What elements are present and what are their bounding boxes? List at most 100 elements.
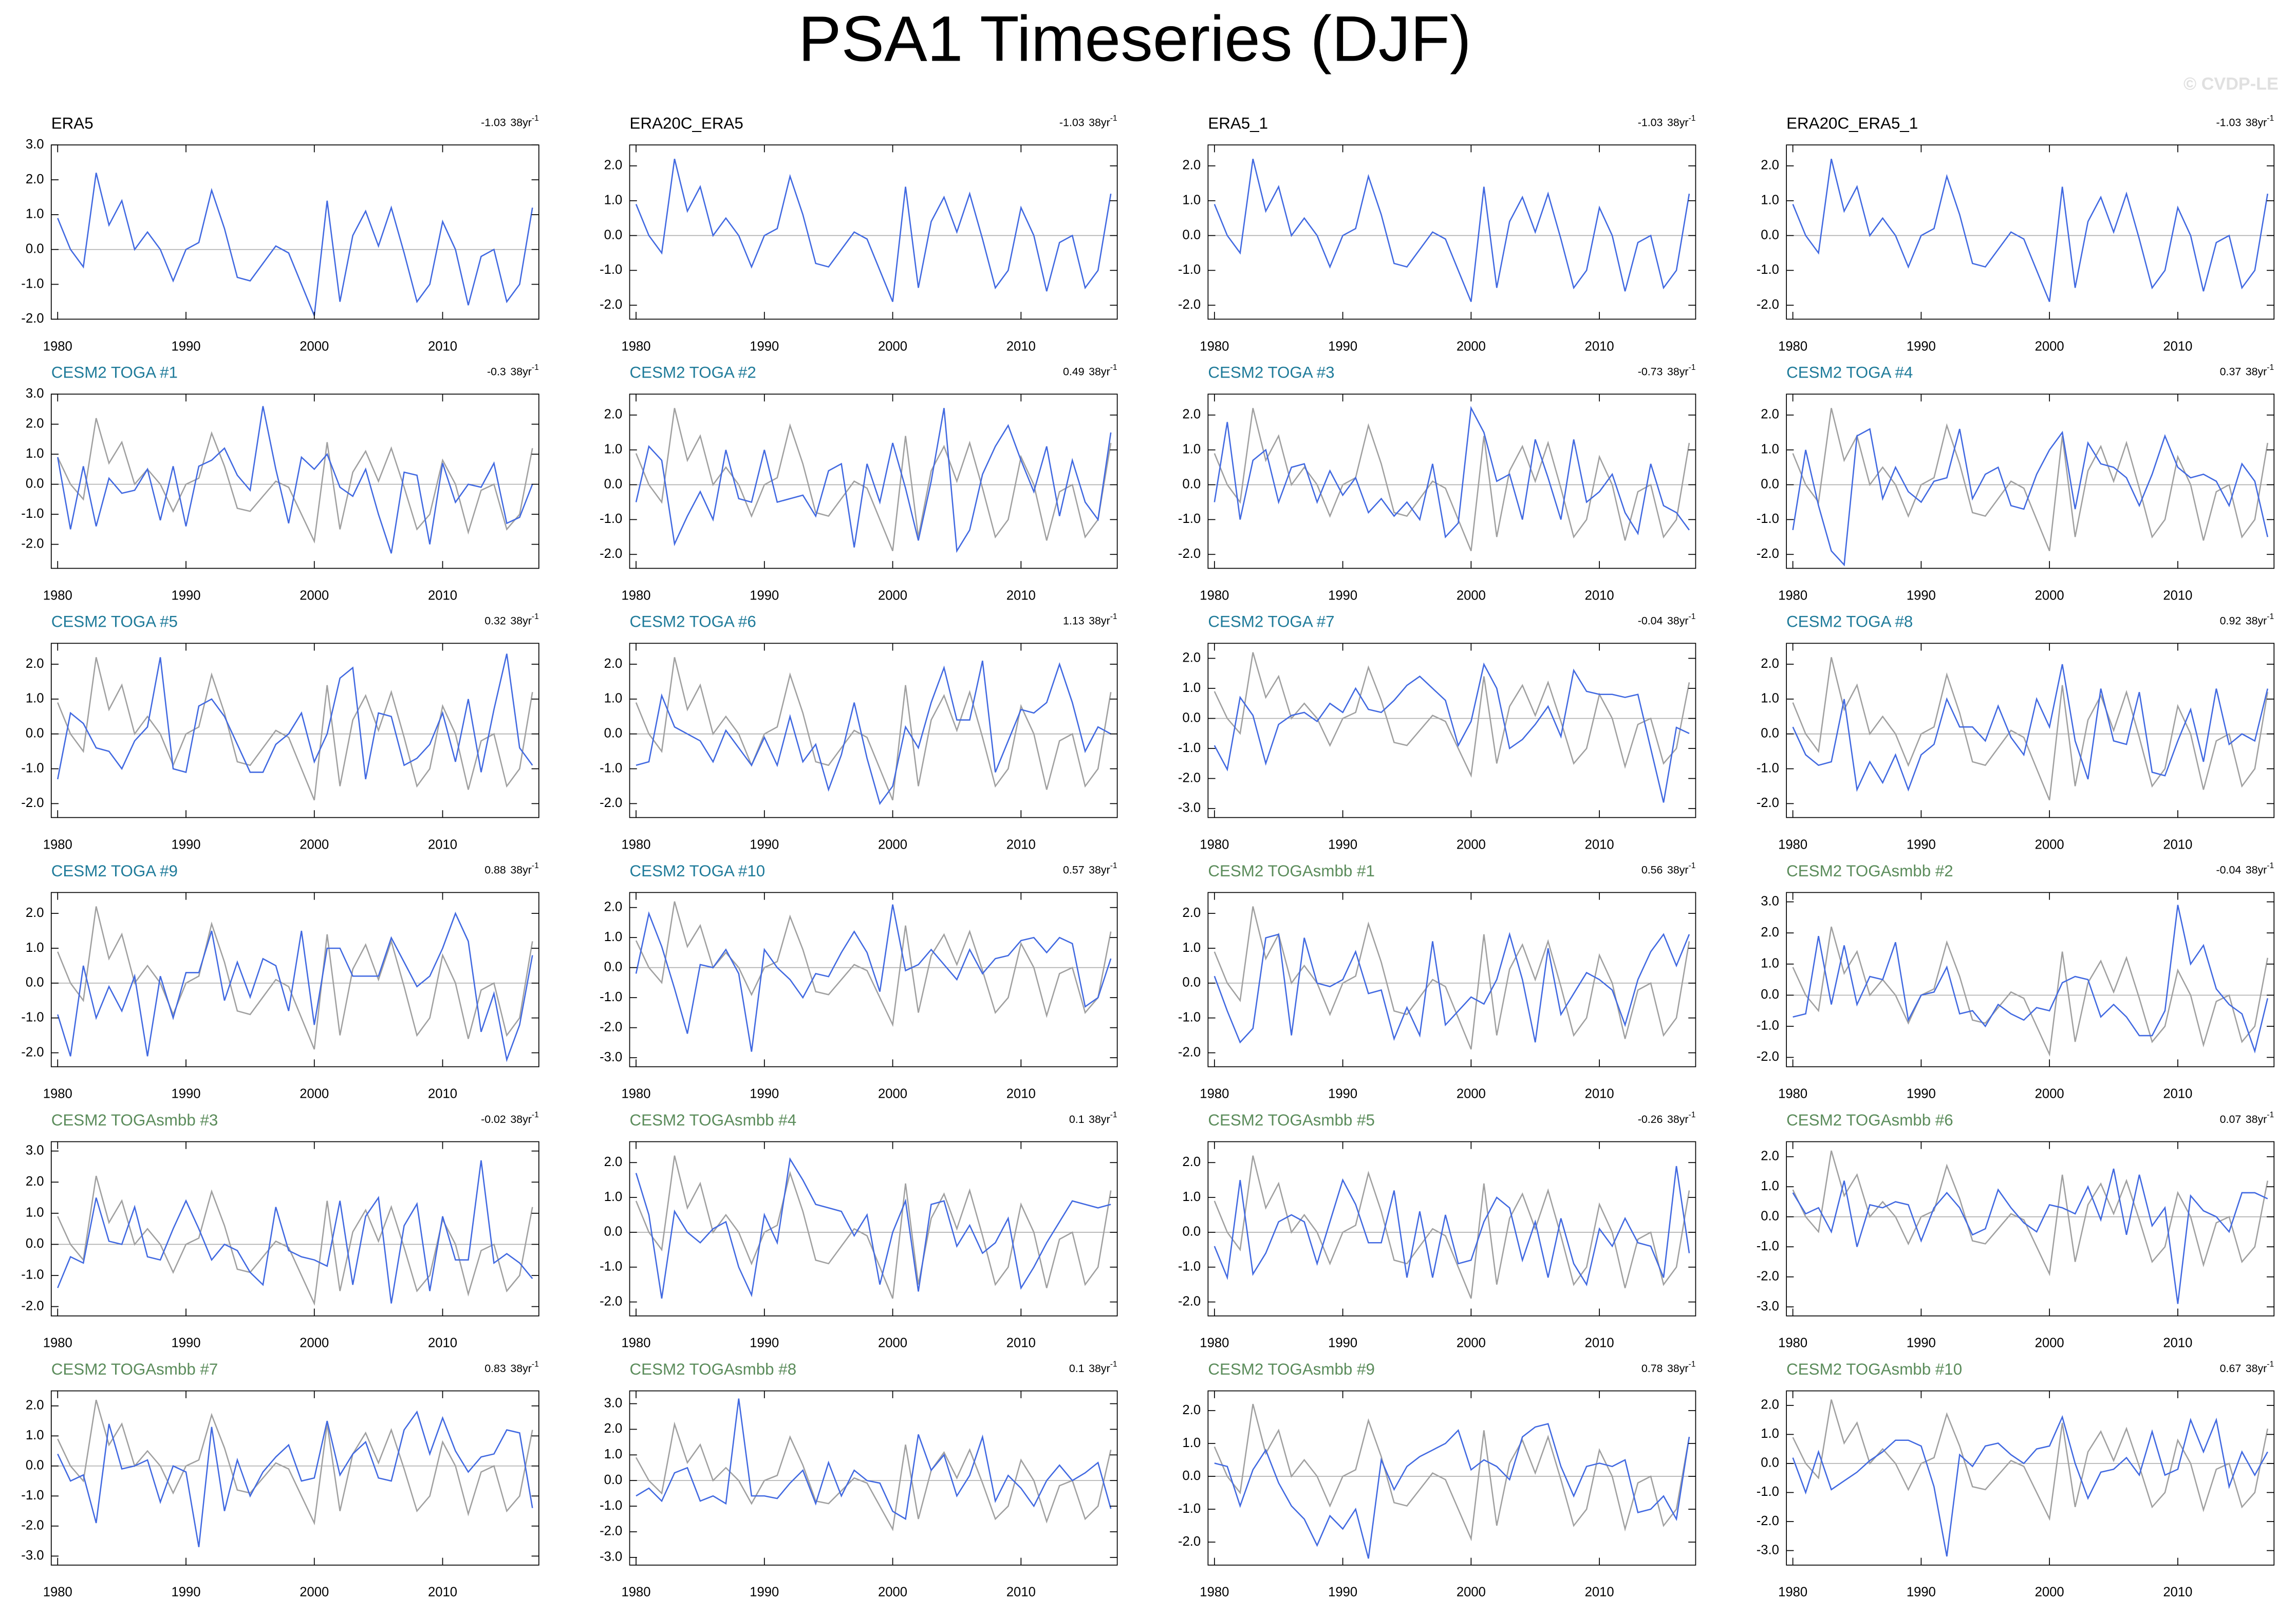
series-line [1792,1168,2268,1304]
panel-title: CESM2 TOGA #9 [51,862,178,880]
plot-frame [50,1141,539,1317]
y-tick-label: -1.0 [1178,1260,1201,1274]
x-tick-label: 2000 [2035,588,2064,603]
trend-unit-exp: -1 [532,114,539,123]
x-tick-label: 2010 [2163,588,2192,603]
y-tick-label: -1.0 [600,512,622,526]
x-tick-label: 1980 [1200,1336,1229,1350]
x-tick-label: 1990 [750,1336,779,1350]
x-tick-label: 1980 [43,1087,72,1101]
trend-value: -1.03 [2216,116,2242,128]
x-tick-label: 2010 [2163,339,2192,353]
panel-title: CESM2 TOGA #3 [1208,364,1334,382]
y-tick-label: -2.0 [21,536,44,551]
panel-title: CESM2 TOGA #7 [1208,613,1334,631]
x-tick-label: 2010 [1006,1087,1036,1101]
trend-unit: 38yr [1667,1113,1689,1125]
x-tick-label: 1990 [1907,1087,1936,1101]
x-tick-label: 1980 [43,339,72,353]
y-tick-label: -2.0 [600,1294,622,1308]
y-tick-label: 1.0 [1761,956,1779,971]
x-tick-label: 2010 [1585,339,1614,353]
y-tick-label: 0.0 [1182,975,1201,990]
y-tick-label: 2.0 [604,407,623,422]
series-line [57,653,533,780]
x-tick-label: 1990 [750,588,779,603]
y-tick-label: -3.0 [600,1050,622,1064]
reference-line [1214,1403,1690,1542]
x-tick-label: 2010 [1006,339,1036,353]
y-tick-label: -1.0 [21,1488,44,1503]
y-tick-label: 0.0 [604,477,623,491]
y-tick-label: 2.0 [604,1421,623,1436]
y-tick-label: -3.0 [600,1550,622,1564]
panel-title: CESM2 TOGA #5 [51,613,178,631]
plot-frame [1786,1141,2275,1317]
y-tick-label: 0.0 [1182,710,1201,725]
trend-unit-exp: -1 [532,1111,539,1119]
y-tick-label: 2.0 [26,172,44,186]
y-tick-label: 1.0 [604,442,623,457]
plot-frame [1786,393,2275,569]
panel: CESM2 TOGA #4 0.37 38yr-1 -2.0 -1.0 0.0 1.0 2.0… [1757,363,2275,603]
y-tick-label: 1.0 [1182,681,1201,695]
panel-title: ERA5 [51,115,94,133]
trend-unit-exp: -1 [532,1360,539,1368]
y-tick-label: 2.0 [1182,650,1201,665]
y-tick-label: 0.0 [1761,726,1779,741]
panel-title: CESM2 TOGAsmbb #3 [51,1111,218,1129]
x-tick-label: 2000 [300,837,329,852]
y-tick-label: 0.0 [26,241,44,256]
y-tick-label: 3.0 [26,137,44,152]
x-tick-label: 1980 [1200,588,1229,603]
trend-unit: 38yr [510,365,532,378]
y-tick-label: 1.0 [604,193,623,207]
trend-unit: 38yr [510,614,532,627]
plot-frame [50,393,539,569]
y-tick-label: -2.0 [1757,297,1779,312]
y-tick-label: 1.0 [26,1206,44,1220]
series-line [1214,1166,1690,1286]
plot-frame [629,1141,1118,1317]
plot-frame [1207,643,1696,818]
trend-label: 0.78 38yr-1 [1641,1360,1696,1374]
x-tick-label: 1980 [622,1087,651,1101]
x-tick-label: 2000 [878,339,907,353]
panel-title: CESM2 TOGAsmbb #4 [630,1111,797,1129]
plot-frame [1207,1390,1696,1566]
x-tick-label: 2000 [2035,339,2064,353]
y-tick-label: 1.0 [26,941,44,955]
x-tick-label: 2000 [878,1087,907,1101]
y-tick-label: -2.0 [1757,796,1779,810]
trend-unit-exp: -1 [1110,114,1117,123]
trend-unit: 38yr [1089,365,1110,378]
trend-unit-exp: -1 [1689,861,1696,870]
trend-label: -1.03 38yr-1 [1638,114,1696,128]
y-tick-label: 1.0 [1182,1190,1201,1204]
x-tick-label: 1990 [750,339,779,353]
trend-value: 0.92 [2220,614,2242,627]
y-tick-label: -2.0 [21,1518,44,1533]
trend-unit-exp: -1 [2267,363,2274,372]
y-tick-label: -1.0 [1178,512,1201,526]
y-tick-label: -2.0 [1178,297,1201,312]
y-tick-label: 2.0 [1182,407,1201,422]
y-tick-label: -1.0 [1178,741,1201,755]
y-tick-label: 0.0 [26,975,44,990]
trend-value: -0.3 [487,365,506,378]
x-tick-label: 1990 [171,588,200,603]
y-tick-label: 0.0 [1182,1469,1201,1483]
x-tick-label: 2010 [2163,1585,2192,1600]
series-line [636,1398,1112,1521]
trend-value: 0.1 [1069,1362,1085,1375]
y-tick-label: 2.0 [26,417,44,431]
panel: CESM2 TOGAsmbb #3 -0.02 38yr-1 -2.0 -1.0 0.0 1… [21,1111,539,1350]
panel: CESM2 TOGAsmbb #10 0.67 38yr-1 -3.0 -2.0 -1.0… [1757,1360,2275,1600]
x-tick-label: 2010 [1006,1585,1036,1600]
series-line [1792,664,2269,792]
y-tick-label: 0.0 [604,726,623,741]
x-tick-label: 1980 [1200,837,1229,852]
x-tick-label: 1980 [1778,837,1807,852]
x-tick-label: 1990 [750,1087,779,1101]
trend-unit-exp: -1 [2267,1111,2274,1119]
